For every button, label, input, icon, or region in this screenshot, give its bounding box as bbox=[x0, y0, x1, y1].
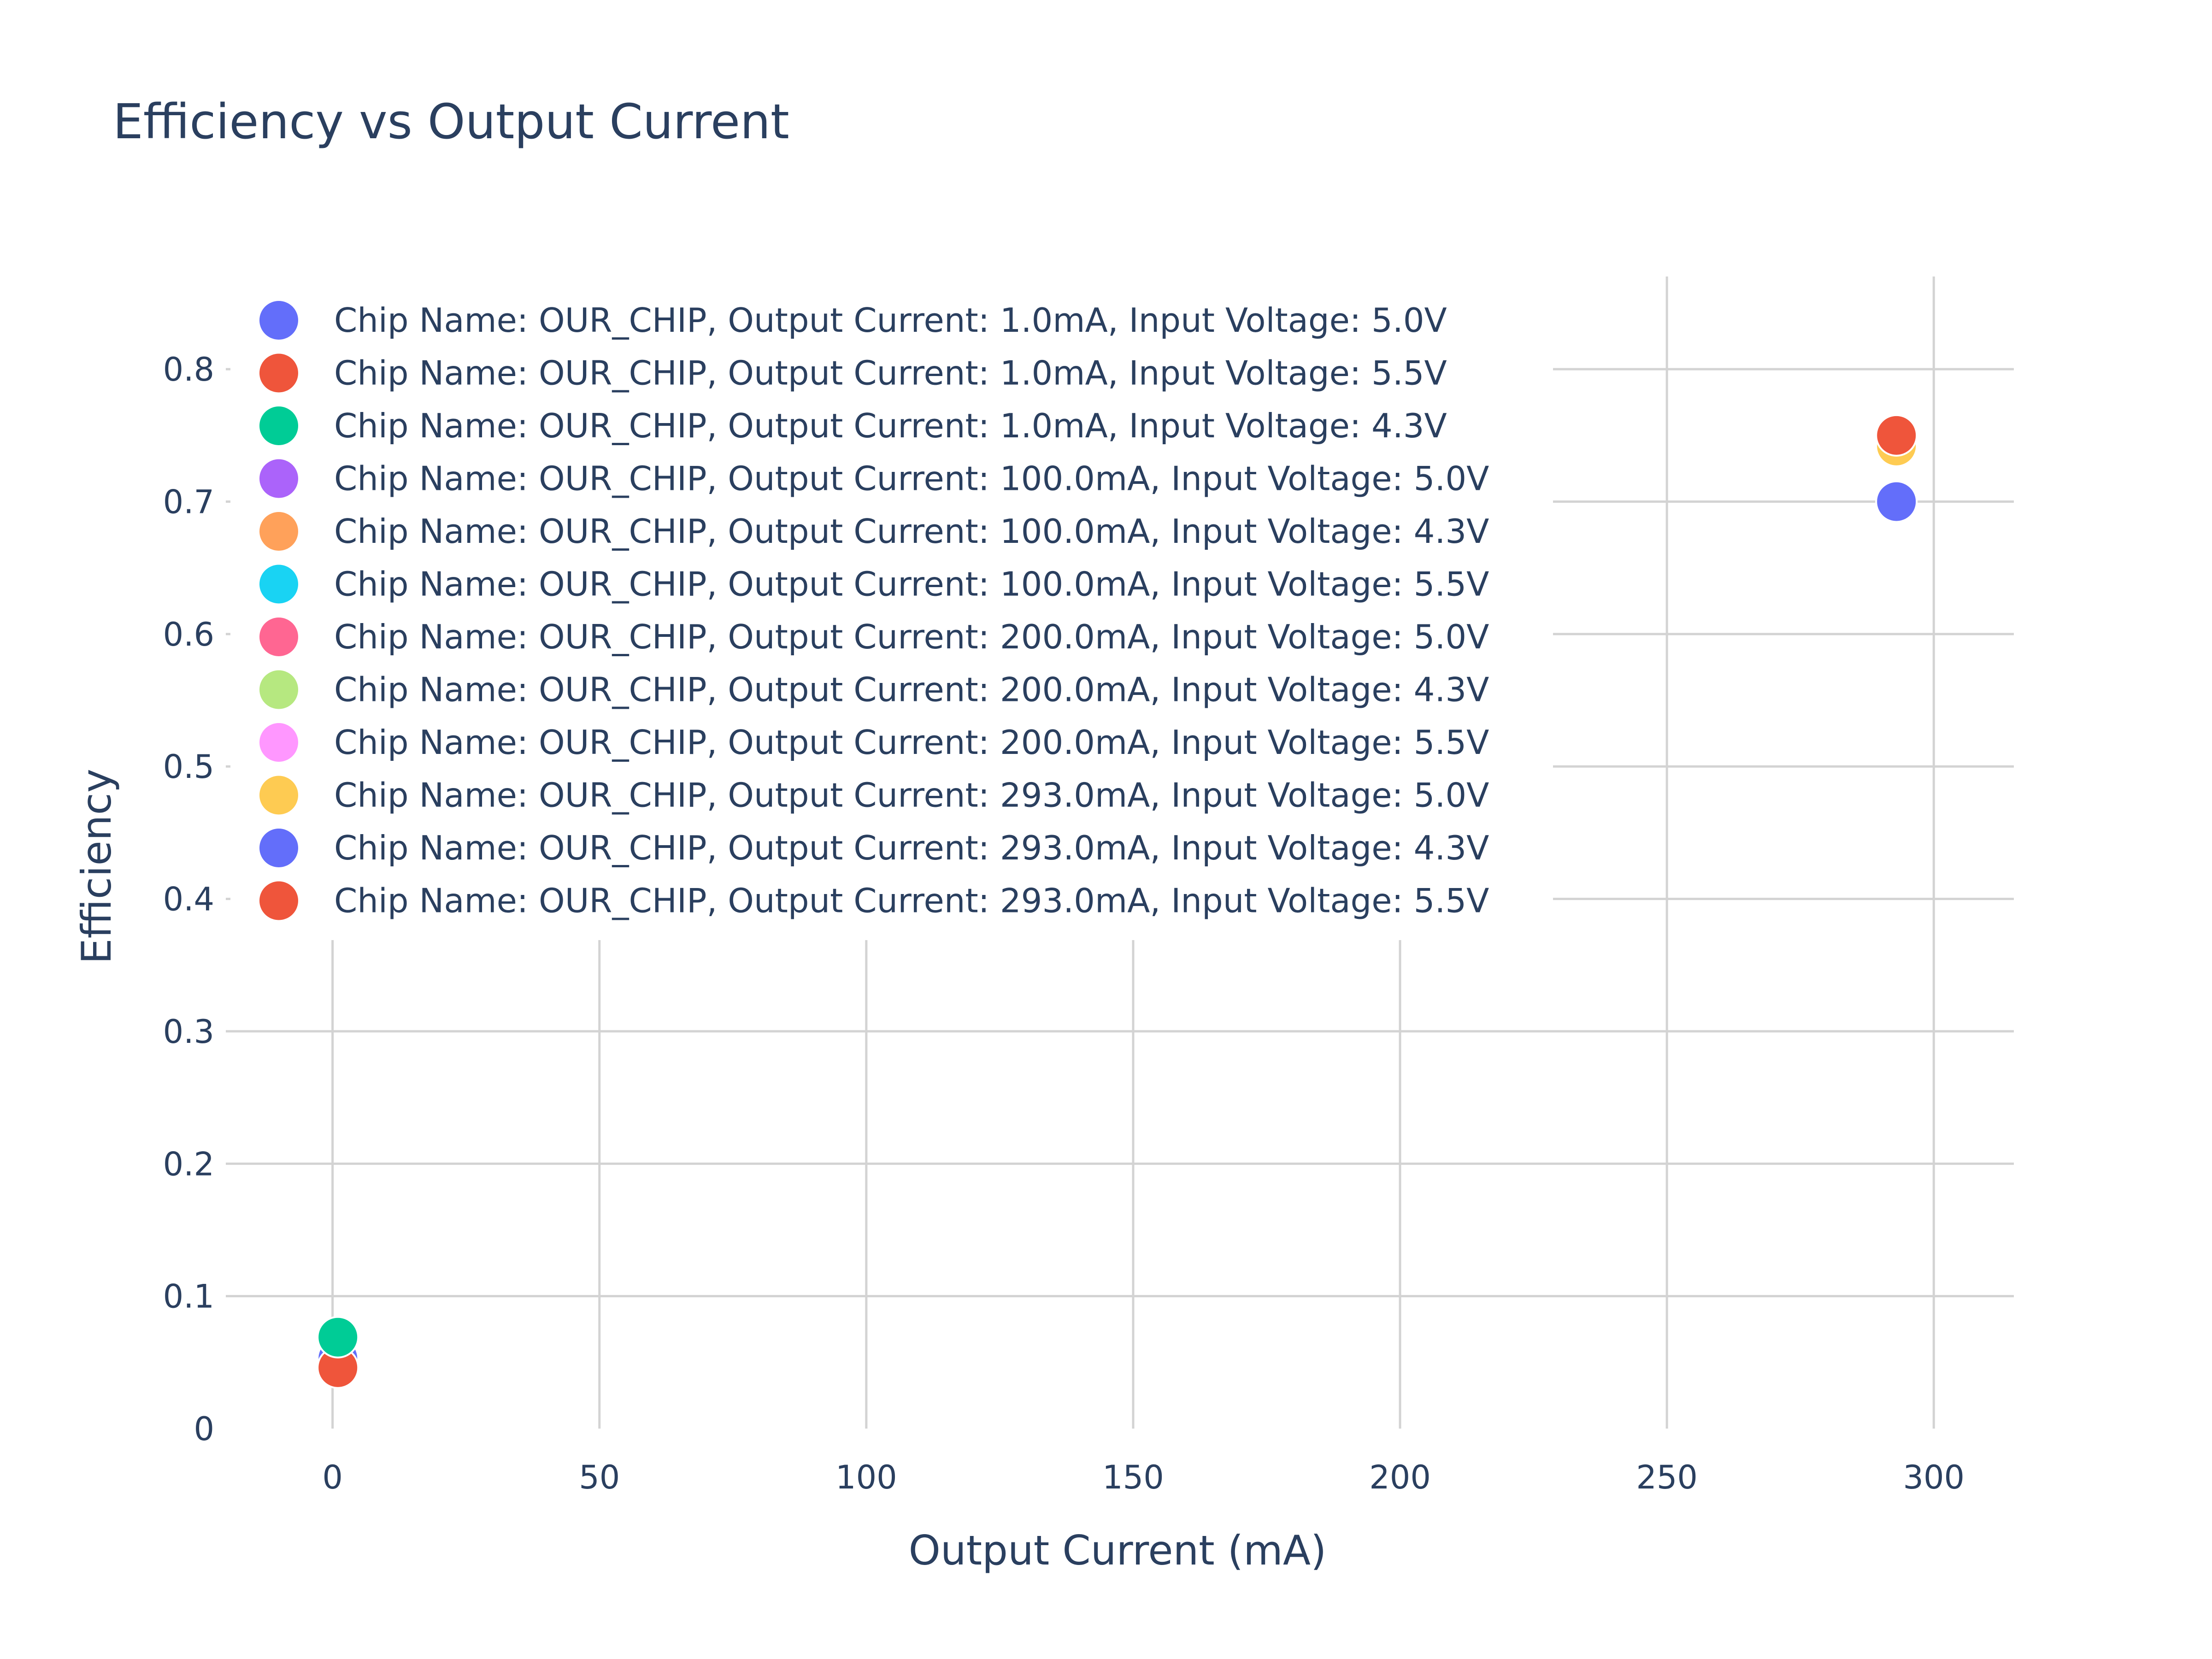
legend-item[interactable]: Chip Name: OUR_CHIP, Output Current: 200… bbox=[258, 616, 1489, 658]
y-tick-label: 0.6 bbox=[163, 616, 214, 653]
legend-box bbox=[230, 276, 1553, 940]
legend-item[interactable]: Chip Name: OUR_CHIP, Output Current: 100… bbox=[258, 457, 1489, 500]
y-axis-label: Efficiency bbox=[73, 769, 120, 964]
data-points bbox=[317, 414, 1918, 1389]
legend-item[interactable]: Chip Name: OUR_CHIP, Output Current: 200… bbox=[258, 721, 1489, 764]
legend-item[interactable]: Chip Name: OUR_CHIP, Output Current: 100… bbox=[258, 510, 1489, 553]
legend-marker bbox=[258, 827, 300, 869]
x-tick-label: 250 bbox=[1636, 1459, 1698, 1496]
legend-marker bbox=[258, 668, 300, 711]
legend-marker bbox=[258, 510, 300, 553]
x-tick-label: 300 bbox=[1903, 1459, 1965, 1496]
x-tick-label: 200 bbox=[1369, 1459, 1431, 1496]
x-tick-label: 0 bbox=[322, 1459, 343, 1496]
chart-title: Efficiency vs Output Current bbox=[113, 94, 789, 150]
x-tick-label: 150 bbox=[1102, 1459, 1164, 1496]
legend-label: Chip Name: OUR_CHIP, Output Current: 200… bbox=[334, 723, 1489, 762]
data-point[interactable] bbox=[317, 1316, 359, 1359]
legend-marker bbox=[258, 879, 300, 922]
legend-item[interactable]: Chip Name: OUR_CHIP, Output Current: 100… bbox=[258, 563, 1489, 606]
legend-label: Chip Name: OUR_CHIP, Output Current: 293… bbox=[334, 776, 1489, 815]
legend-label: Chip Name: OUR_CHIP, Output Current: 200… bbox=[334, 618, 1489, 656]
x-tick-label: 100 bbox=[835, 1459, 897, 1496]
legend-item[interactable]: Chip Name: OUR_CHIP, Output Current: 293… bbox=[258, 827, 1489, 869]
legend-label: Chip Name: OUR_CHIP, Output Current: 100… bbox=[334, 565, 1489, 604]
y-tick-label: 0.4 bbox=[163, 881, 214, 918]
legend-marker bbox=[258, 299, 300, 341]
legend-background bbox=[230, 276, 1553, 940]
legend-item[interactable]: Chip Name: OUR_CHIP, Output Current: 293… bbox=[258, 879, 1489, 922]
legend-label: Chip Name: OUR_CHIP, Output Current: 293… bbox=[334, 829, 1489, 867]
legend-item[interactable]: Chip Name: OUR_CHIP, Output Current: 1.0… bbox=[258, 299, 1447, 341]
legend-label: Chip Name: OUR_CHIP, Output Current: 1.0… bbox=[334, 354, 1447, 393]
legend-marker bbox=[258, 616, 300, 658]
y-tick-label: 0.8 bbox=[163, 351, 214, 388]
legend-item[interactable]: Chip Name: OUR_CHIP, Output Current: 1.0… bbox=[258, 405, 1447, 447]
y-tick-label: 0 bbox=[194, 1410, 214, 1448]
legend-item[interactable]: Chip Name: OUR_CHIP, Output Current: 1.0… bbox=[258, 352, 1447, 394]
y-tick-label: 0.1 bbox=[163, 1278, 214, 1316]
y-tick-label: 0.3 bbox=[163, 1013, 214, 1051]
x-tick-labels: 0 50 100 150 200 250 300 bbox=[322, 1459, 1965, 1496]
legend-label: Chip Name: OUR_CHIP, Output Current: 100… bbox=[334, 512, 1489, 551]
legend-marker bbox=[258, 721, 300, 764]
legend-marker bbox=[258, 563, 300, 606]
legend-label: Chip Name: OUR_CHIP, Output Current: 100… bbox=[334, 459, 1489, 498]
legend-marker bbox=[258, 352, 300, 394]
legend-marker bbox=[258, 457, 300, 500]
legend-label: Chip Name: OUR_CHIP, Output Current: 200… bbox=[334, 671, 1489, 709]
legend[interactable]: Chip Name: OUR_CHIP, Output Current: 1.0… bbox=[258, 299, 1489, 922]
legend-item[interactable]: Chip Name: OUR_CHIP, Output Current: 200… bbox=[258, 668, 1489, 711]
legend-label: Chip Name: OUR_CHIP, Output Current: 293… bbox=[334, 882, 1489, 920]
y-tick-label: 0.5 bbox=[163, 748, 214, 786]
legend-marker bbox=[258, 405, 300, 447]
legend-marker bbox=[258, 774, 300, 817]
y-tick-label: 0.7 bbox=[163, 483, 214, 521]
legend-label: Chip Name: OUR_CHIP, Output Current: 1.0… bbox=[334, 406, 1447, 445]
data-point[interactable] bbox=[1875, 480, 1918, 523]
y-tick-label: 0.2 bbox=[163, 1145, 214, 1183]
legend-item[interactable]: Chip Name: OUR_CHIP, Output Current: 293… bbox=[258, 774, 1489, 817]
y-tick-labels: 0 0.1 0.2 0.3 0.4 0.5 0.6 0.7 0.8 bbox=[163, 351, 214, 1448]
data-point[interactable] bbox=[1875, 414, 1918, 457]
legend-label: Chip Name: OUR_CHIP, Output Current: 1.0… bbox=[334, 301, 1447, 340]
x-axis-label: Output Current (mA) bbox=[909, 1527, 1327, 1574]
x-tick-label: 50 bbox=[579, 1459, 620, 1496]
